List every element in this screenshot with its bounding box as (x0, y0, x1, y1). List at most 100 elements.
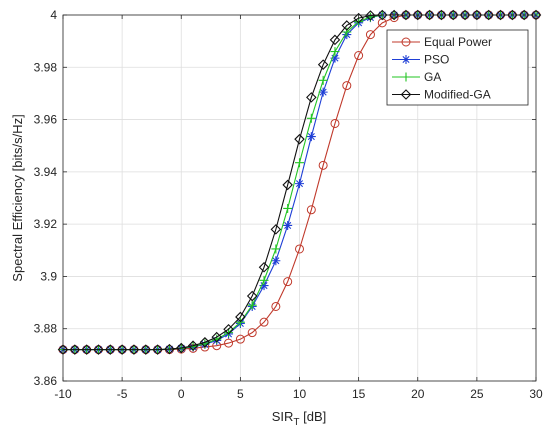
data-point (164, 343, 175, 355)
data-point (330, 118, 340, 128)
y-tick-label: 3.98 (34, 60, 58, 74)
legend-entry: Equal Power (392, 35, 492, 49)
x-axis-label-main: SIR (272, 409, 294, 424)
legend-marker (401, 37, 411, 47)
data-point (235, 311, 246, 323)
x-tick-label: -10 (54, 387, 72, 401)
data-point (388, 9, 400, 21)
data-point (259, 317, 269, 327)
y-tick-label: 3.9 (40, 269, 57, 283)
data-point (295, 158, 304, 168)
x-axis-label-unit: [dB] (300, 409, 327, 424)
x-tick-label: 20 (411, 387, 425, 401)
data-point (365, 30, 375, 40)
data-point (330, 47, 340, 57)
data-point (294, 133, 305, 145)
y-tick-label: 4 (50, 8, 57, 22)
data-point (341, 20, 353, 31)
x-tick-label: -5 (117, 387, 128, 401)
data-point (376, 9, 388, 21)
data-point (270, 224, 282, 235)
data-point (306, 205, 316, 215)
data-point (447, 9, 459, 21)
x-tick-label: 15 (352, 387, 366, 401)
data-point (140, 344, 152, 355)
data-point (93, 344, 104, 355)
data-point (246, 290, 258, 302)
data-point (295, 179, 304, 189)
x-axis-label: SIRT [dB] (272, 409, 327, 428)
data-point (271, 244, 281, 254)
legend-marker (400, 89, 412, 100)
data-point (69, 344, 81, 355)
data-point (259, 275, 269, 285)
data-point (295, 244, 304, 254)
legend-entry: Modified-GA (392, 88, 491, 102)
data-point (318, 75, 328, 85)
data-point (318, 160, 328, 170)
data-point (518, 9, 530, 21)
legend-label: PSO (424, 53, 449, 67)
legend-marker (401, 72, 411, 82)
data-point (342, 81, 352, 91)
y-tick-label: 3.94 (34, 165, 58, 179)
data-point (283, 203, 293, 213)
data-point (424, 9, 435, 21)
y-tick-label: 3.96 (34, 113, 58, 127)
legend-entry: PSO (392, 53, 449, 67)
x-tick-label: 25 (470, 387, 484, 401)
data-point (342, 27, 352, 37)
data-point (128, 344, 140, 355)
data-point (223, 323, 234, 335)
data-point (317, 59, 329, 70)
data-point (247, 300, 257, 310)
data-point (258, 262, 270, 273)
data-point (247, 328, 257, 338)
legend-label: Equal Power (424, 35, 492, 49)
x-tick-label: 5 (237, 387, 244, 401)
data-point (235, 334, 245, 344)
data-point (81, 344, 92, 355)
data-point (199, 337, 211, 348)
data-point (365, 10, 376, 21)
data-point (354, 51, 364, 61)
x-tick-label: 10 (293, 387, 307, 401)
y-tick-label: 3.88 (34, 322, 58, 336)
data-point (283, 277, 293, 287)
data-point (116, 344, 128, 355)
legend-entry: GA (392, 70, 441, 84)
data-point (175, 342, 187, 354)
data-point (353, 12, 364, 24)
data-point (306, 113, 316, 123)
x-tick-label: 0 (178, 387, 185, 401)
data-point (483, 9, 494, 21)
data-point (283, 220, 293, 230)
data-point (152, 344, 163, 355)
data-point (330, 53, 340, 63)
data-point (105, 344, 116, 355)
ticks: -10 -5 0 5 10 15 20 25 30 3.86 3.88 3.9 3.92 3.94 3.96… (34, 8, 543, 401)
y-tick-label: 3.86 (34, 374, 58, 388)
data-point (495, 9, 506, 21)
data-point (318, 87, 328, 97)
data-point (471, 9, 483, 21)
data-point (211, 331, 223, 343)
data-point (271, 301, 281, 311)
data-point (187, 340, 199, 351)
data-point (507, 9, 518, 21)
data-point (459, 9, 471, 21)
data-point (329, 34, 341, 46)
x-axis-label-sub: T (293, 417, 299, 428)
legend-label: Modified-GA (424, 88, 491, 102)
data-point (282, 179, 293, 191)
data-point (224, 338, 234, 348)
y-axis-label: Spectral Efficiency [bits/s/Hz] (10, 114, 25, 281)
data-point (306, 92, 317, 103)
data-point (271, 256, 281, 266)
data-point (259, 281, 269, 291)
data-point (436, 9, 447, 21)
legend-marker (401, 55, 411, 64)
data-point (306, 132, 316, 142)
legend-label: GA (424, 70, 441, 84)
